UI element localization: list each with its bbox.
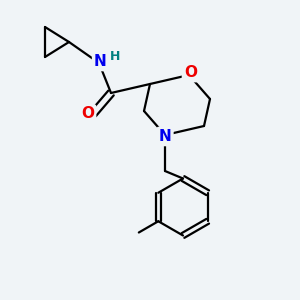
Text: O: O <box>184 65 197 80</box>
Text: H: H <box>110 50 121 64</box>
Text: O: O <box>81 106 94 122</box>
Text: N: N <box>94 54 107 69</box>
Text: N: N <box>159 129 171 144</box>
